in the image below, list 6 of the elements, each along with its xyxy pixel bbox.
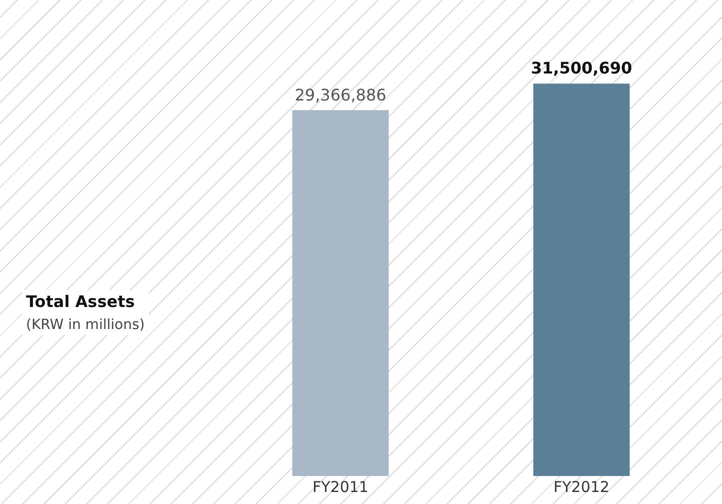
data-label: 29,366,886 xyxy=(294,85,386,104)
text: Total Assets xyxy=(26,292,136,311)
data-label: 31,500,690 xyxy=(530,58,632,78)
text: (KRW in millions) xyxy=(26,317,145,333)
x-tick-label: FY2012 xyxy=(554,478,610,496)
x-tick-label: FY2011 xyxy=(312,478,368,496)
